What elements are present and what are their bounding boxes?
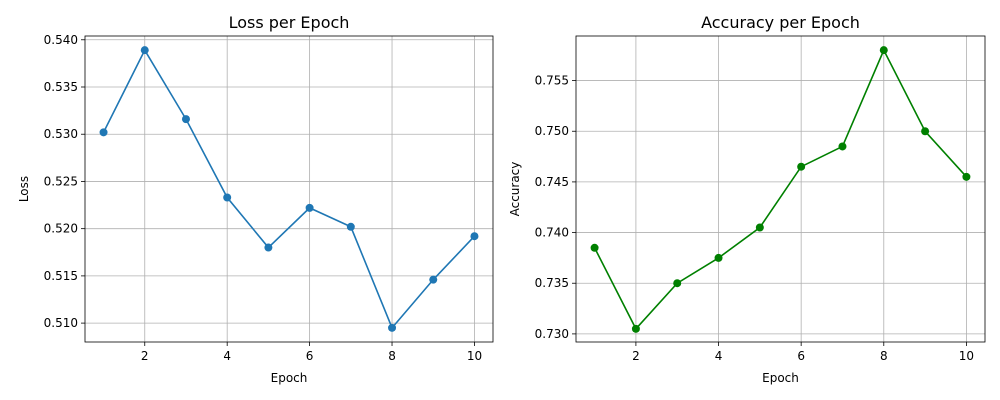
- loss-y-tick-label: 0.540: [44, 33, 78, 47]
- loss-series-line: [102, 48, 476, 330]
- accuracy-x-tick-label: 8: [880, 349, 888, 363]
- accuracy-data-point: [673, 279, 682, 288]
- loss-y-tick-label: 0.530: [44, 127, 78, 141]
- accuracy-x-tick-label: 6: [797, 349, 805, 363]
- accuracy-y-tick-label: 0.730: [535, 327, 569, 341]
- loss-axes-frame: [84, 35, 494, 343]
- loss-y-tick-label: 0.515: [44, 269, 78, 283]
- accuracy-data-point: [838, 142, 847, 151]
- loss-y-tick-label: 0.510: [44, 316, 78, 330]
- loss-y-tick-label: 0.535: [44, 80, 78, 94]
- accuracy-series-line: [593, 48, 968, 331]
- loss-data-point: [388, 323, 397, 332]
- accuracy-y-tick-label: 0.745: [535, 175, 569, 189]
- loss-data-point: [470, 232, 479, 241]
- loss-data-point: [429, 275, 438, 284]
- accuracy-data-point: [962, 172, 971, 181]
- accuracy-y-tick-label: 0.750: [535, 124, 569, 138]
- accuracy-x-tick-label: 4: [715, 349, 723, 363]
- loss-title: Loss per Epoch: [229, 13, 350, 32]
- accuracy-y-axis-label: Accuracy: [508, 162, 522, 217]
- loss-y-axis-label: Loss: [17, 176, 31, 202]
- accuracy-y-tick-label: 0.740: [535, 226, 569, 240]
- loss-x-tick-label: 8: [388, 349, 396, 363]
- loss-y-tick-label: 0.525: [44, 174, 78, 188]
- loss-x-tick-label: 10: [467, 349, 482, 363]
- loss-data-point: [264, 243, 273, 252]
- accuracy-data-point: [797, 162, 806, 171]
- accuracy-y-tick-label: 0.755: [535, 74, 569, 88]
- loss-x-tick-label: 4: [223, 349, 231, 363]
- accuracy-data-point: [921, 127, 930, 136]
- accuracy-data-point: [755, 223, 764, 232]
- loss-data-point: [99, 128, 108, 137]
- accuracy-data-point: [631, 324, 640, 333]
- accuracy-chart: 2 4 6 8 10 0.730 0.735 0.740 0.745 0.750 0.755 Accu…: [508, 13, 986, 385]
- loss-data-point: [140, 46, 149, 55]
- loss-chart: 2 4 6 8 10 0.510 0.515 0.520 0.525 0.530 0.535 0.54…: [17, 13, 494, 385]
- loss-data-point: [223, 193, 232, 202]
- loss-data-point: [305, 203, 314, 212]
- loss-x-tick-label: 2: [141, 349, 149, 363]
- accuracy-y-tick-label: 0.735: [535, 276, 569, 290]
- loss-data-point: [346, 222, 355, 231]
- accuracy-data-point: [590, 243, 599, 252]
- accuracy-x-tick-label: 10: [959, 349, 974, 363]
- loss-x-tick-label: 6: [306, 349, 314, 363]
- loss-x-axis-label: Epoch: [271, 371, 308, 385]
- accuracy-x-tick-label: 2: [632, 349, 640, 363]
- accuracy-axes-frame: [575, 35, 986, 343]
- accuracy-data-point: [879, 46, 888, 55]
- accuracy-title: Accuracy per Epoch: [701, 13, 860, 32]
- accuracy-x-axis-label: Epoch: [762, 371, 799, 385]
- accuracy-data-point: [714, 253, 723, 262]
- loss-data-point: [181, 115, 190, 124]
- loss-y-tick-label: 0.520: [44, 222, 78, 236]
